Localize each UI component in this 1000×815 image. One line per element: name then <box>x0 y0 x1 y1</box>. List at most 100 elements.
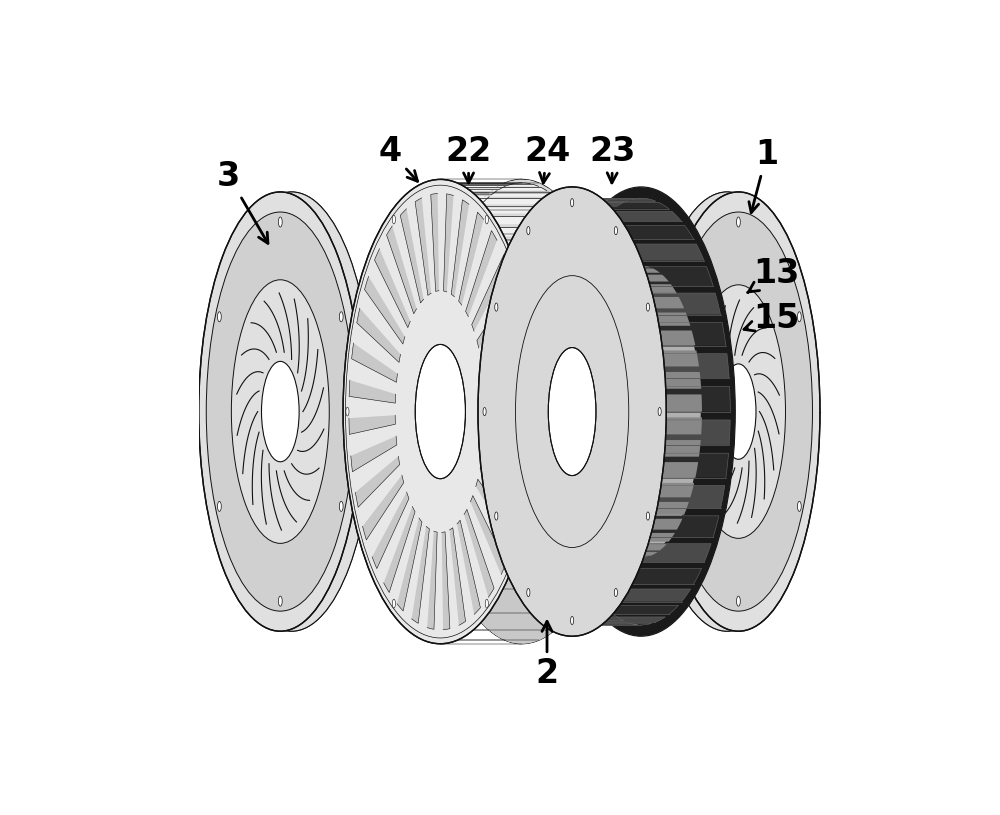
Ellipse shape <box>521 342 533 371</box>
Polygon shape <box>483 441 529 480</box>
Polygon shape <box>523 497 596 511</box>
Polygon shape <box>355 456 400 507</box>
Polygon shape <box>383 376 466 384</box>
Polygon shape <box>616 226 694 239</box>
Polygon shape <box>480 460 524 515</box>
Polygon shape <box>586 617 665 623</box>
Polygon shape <box>351 436 397 472</box>
Polygon shape <box>372 492 409 569</box>
Polygon shape <box>510 253 595 265</box>
Polygon shape <box>529 515 604 526</box>
Polygon shape <box>417 280 502 284</box>
Polygon shape <box>459 187 547 191</box>
Ellipse shape <box>566 519 578 548</box>
Ellipse shape <box>710 363 745 460</box>
Polygon shape <box>199 192 373 631</box>
Polygon shape <box>635 544 711 562</box>
Polygon shape <box>591 544 667 550</box>
Polygon shape <box>384 506 415 593</box>
Polygon shape <box>515 346 587 361</box>
Polygon shape <box>532 601 610 612</box>
Polygon shape <box>443 194 454 292</box>
Ellipse shape <box>737 217 740 227</box>
Ellipse shape <box>612 342 623 371</box>
Polygon shape <box>536 397 618 412</box>
Ellipse shape <box>485 215 488 224</box>
Polygon shape <box>617 312 690 326</box>
Polygon shape <box>511 412 581 429</box>
Text: 4: 4 <box>379 134 418 181</box>
Polygon shape <box>397 313 481 319</box>
Ellipse shape <box>612 452 623 481</box>
Ellipse shape <box>392 215 395 224</box>
Polygon shape <box>345 392 426 406</box>
Ellipse shape <box>646 512 650 520</box>
Polygon shape <box>464 509 494 597</box>
Ellipse shape <box>521 452 533 481</box>
Polygon shape <box>484 351 530 387</box>
Polygon shape <box>638 267 713 286</box>
Polygon shape <box>418 187 505 189</box>
Polygon shape <box>661 386 730 412</box>
Polygon shape <box>483 378 553 403</box>
Polygon shape <box>493 509 567 530</box>
Polygon shape <box>485 389 532 408</box>
Polygon shape <box>475 299 559 305</box>
Polygon shape <box>483 315 567 322</box>
Polygon shape <box>494 356 577 364</box>
Ellipse shape <box>483 408 486 416</box>
Polygon shape <box>472 254 509 331</box>
Polygon shape <box>391 332 474 339</box>
Polygon shape <box>348 333 432 347</box>
Polygon shape <box>475 199 562 205</box>
Text: 2: 2 <box>535 621 559 690</box>
Polygon shape <box>509 562 586 579</box>
Polygon shape <box>431 193 439 292</box>
Ellipse shape <box>532 408 535 416</box>
Polygon shape <box>528 320 612 333</box>
Polygon shape <box>400 209 424 303</box>
Polygon shape <box>404 297 488 302</box>
Polygon shape <box>603 211 682 222</box>
Polygon shape <box>394 205 481 211</box>
Polygon shape <box>490 216 577 224</box>
Ellipse shape <box>797 501 801 511</box>
Ellipse shape <box>658 408 661 416</box>
Polygon shape <box>582 552 658 556</box>
Polygon shape <box>479 307 563 313</box>
Ellipse shape <box>797 312 801 322</box>
Ellipse shape <box>737 596 740 606</box>
Ellipse shape <box>278 217 282 227</box>
Polygon shape <box>657 453 729 478</box>
Polygon shape <box>565 266 641 267</box>
Ellipse shape <box>617 347 665 476</box>
Ellipse shape <box>343 179 538 644</box>
Polygon shape <box>545 615 624 621</box>
Polygon shape <box>450 528 466 625</box>
Polygon shape <box>563 556 639 557</box>
Text: 23: 23 <box>590 134 636 183</box>
Polygon shape <box>572 623 652 625</box>
Polygon shape <box>644 516 719 537</box>
Polygon shape <box>462 282 547 285</box>
Polygon shape <box>514 456 586 473</box>
Ellipse shape <box>495 303 498 311</box>
Polygon shape <box>368 250 454 260</box>
Ellipse shape <box>206 212 354 611</box>
Polygon shape <box>652 486 725 509</box>
Polygon shape <box>402 196 489 202</box>
Polygon shape <box>660 420 730 445</box>
Polygon shape <box>345 372 428 386</box>
Ellipse shape <box>278 596 282 606</box>
Polygon shape <box>386 353 469 361</box>
Polygon shape <box>600 606 678 615</box>
Polygon shape <box>658 354 729 378</box>
Polygon shape <box>442 531 450 630</box>
Polygon shape <box>624 568 702 584</box>
Ellipse shape <box>691 284 785 539</box>
Polygon shape <box>556 267 632 271</box>
Polygon shape <box>487 478 560 501</box>
Ellipse shape <box>547 187 735 637</box>
Polygon shape <box>520 584 598 597</box>
Polygon shape <box>558 623 638 625</box>
